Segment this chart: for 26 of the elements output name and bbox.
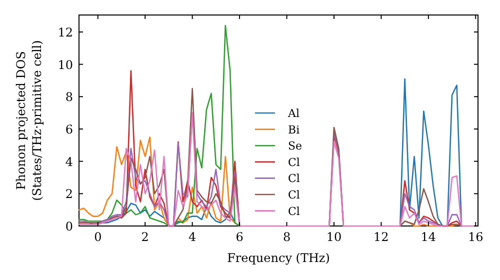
y-tick-label: 4 [65, 154, 74, 169]
y-tick-label: 8 [65, 90, 73, 104]
x-tick-label: 12 [374, 230, 389, 244]
y-axis-title: Phonon projected DOS (States/THz·primitive cell) [14, 40, 44, 201]
x-tick-label: 14 [420, 230, 436, 244]
y-tick-label: 10 [58, 58, 73, 72]
x-tick-label: 2 [141, 230, 149, 244]
x-tick-label: 10 [326, 230, 342, 244]
y-tick-label: 6 [65, 122, 73, 136]
line-series [78, 24, 240, 227]
y-tick-label: 0 [65, 220, 73, 234]
legend-label: Cl [288, 204, 300, 218]
x-axis-title: Frequency (THz) [227, 251, 330, 265]
legend-label: Se [288, 140, 302, 153]
legend-label: Al [287, 107, 300, 120]
y-tick-label: 2 [65, 187, 73, 202]
legend-label: Cl [288, 156, 300, 169]
legend-label: Cl [288, 172, 300, 186]
x-tick-label: 4 [188, 230, 197, 244]
x-tick-label: 16 [468, 230, 484, 244]
x-tick-label: 0 [94, 230, 102, 244]
legend-label: Cl [288, 188, 300, 202]
y-tick-label: 12 [58, 25, 73, 40]
x-tick-label: 8 [282, 230, 291, 244]
x-tick-label: 6 [236, 230, 244, 244]
legend-label: Bi [288, 123, 300, 136]
